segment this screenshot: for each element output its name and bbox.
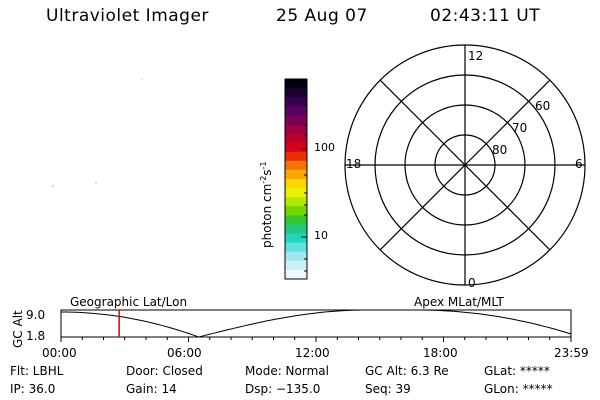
ip-status: IP: 36.0 (10, 382, 56, 396)
colorbar-segment (285, 133, 307, 144)
colorbar-segment (285, 142, 307, 153)
colorbar-unit-main: photon cm (260, 183, 274, 248)
orbit-altitude-curve (61, 309, 572, 338)
colorbar-segment (285, 242, 307, 253)
colorbar-frame (284, 78, 308, 280)
colorbar-unit-exp2: -1 (259, 161, 268, 170)
glon-status: GLon: ***** (484, 382, 553, 396)
colorbar-segment (285, 197, 307, 207)
colorbar-segment (285, 269, 307, 280)
flt-status: Flt: LBHL (10, 364, 64, 378)
speckle (52, 185, 54, 187)
diagonal-line-b (379, 79, 551, 251)
colorbar-segment (285, 169, 307, 180)
speckle (95, 182, 97, 184)
time-tick-3: 18:00 (423, 346, 458, 360)
orbit-right-label: Apex MLat/MLT (414, 295, 504, 309)
colorbar-segment (285, 124, 307, 135)
instrument-title: Ultraviolet Imager (46, 6, 209, 26)
time-tick-0: 00:00 (42, 346, 77, 360)
colorbar-segment (285, 160, 307, 171)
observation-time: 02:43:11 UT (430, 6, 541, 26)
gain-status: Gain: 14 (126, 382, 177, 396)
mlat-label-60: 60 (535, 99, 550, 113)
colorbar-segment (285, 88, 307, 98)
colorbar-segment (285, 79, 307, 89)
colorbar-segment (285, 151, 307, 162)
time-tick-2: 12:00 (295, 346, 330, 360)
colorbar-segment (285, 224, 307, 235)
observation-date: 25 Aug 07 (276, 6, 368, 26)
mlt-label-0: 0 (468, 276, 476, 290)
mlt-label-18: 18 (346, 157, 361, 171)
uv-image-panel (52, 78, 143, 187)
orbit-panel: GC Alt 9.0 1.8 Geographic Lat/Lon Apex M… (11, 295, 572, 348)
colorbar-unit-mid: s (260, 169, 274, 176)
time-tick-4: 23:59 (554, 346, 589, 360)
gc-alt-status: GC Alt: 6.3 Re (365, 364, 449, 378)
speckle (141, 78, 143, 80)
polar-grid: 12 18 6 0 60 70 80 (344, 44, 586, 290)
colorbar-segment (285, 188, 307, 198)
colorbar-segment (285, 260, 307, 271)
glat-status: GLat: ***** (484, 364, 550, 378)
seq-status: Seq: 39 (365, 382, 411, 396)
colorbar-segment (285, 206, 307, 216)
mlt-label-6: 6 (575, 157, 583, 171)
orbit-frame (60, 309, 572, 338)
colorbar-tick-10: 10 (314, 229, 328, 242)
orbit-y-axis-label: GC Alt (11, 310, 25, 348)
mode-status: Mode: Normal (245, 364, 329, 378)
dsp-status: Dsp: −135.0 (245, 382, 321, 396)
colorbar (284, 78, 308, 280)
colorbar-segment (285, 106, 307, 116)
orbit-left-label: Geographic Lat/Lon (70, 295, 187, 309)
colorbar-segment (285, 215, 307, 225)
colorbar-unit-label: photon cm-2s-1 (259, 161, 274, 248)
door-status: Door: Closed (126, 364, 203, 378)
orbit-y-min: 1.8 (26, 329, 45, 343)
colorbar-segment (285, 115, 307, 125)
colorbar-segment (285, 179, 307, 189)
colorbar-segment (285, 251, 307, 262)
orbit-y-max: 9.0 (26, 308, 45, 322)
colorbar-segment (285, 233, 307, 244)
time-tick-1: 06:00 (167, 346, 202, 360)
mlat-label-70: 70 (512, 121, 527, 135)
colorbar-tick-100: 100 (314, 141, 335, 154)
mlat-label-80: 80 (492, 143, 507, 157)
colorbar-segment (285, 97, 307, 107)
mlt-label-12: 12 (468, 49, 483, 63)
colorbar-unit-exp1: -2 (259, 175, 268, 184)
